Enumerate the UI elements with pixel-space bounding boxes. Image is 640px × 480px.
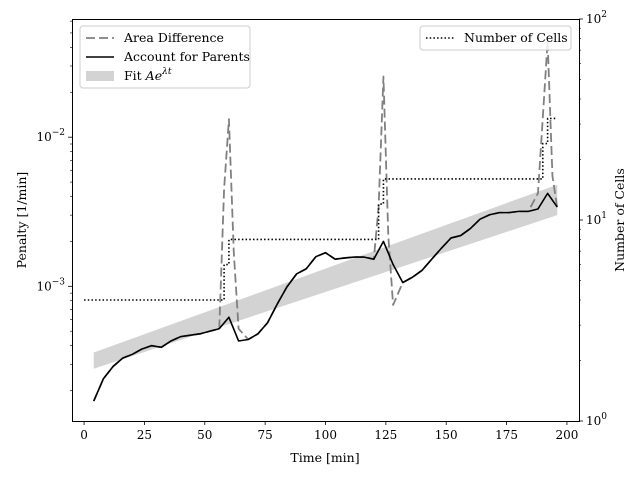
x-tick-label: 175 — [495, 428, 518, 442]
x-tick-label: 50 — [197, 428, 212, 442]
x-tick-label: 75 — [258, 428, 273, 442]
legend-left: Area Difference Account for Parents Fit Ae… — [79, 25, 251, 89]
y-axis-left-label: Penalty [1/min] — [14, 172, 29, 269]
x-axis-label: Time [min] — [290, 450, 359, 465]
series-line-number-of-cells — [84, 117, 558, 301]
x-tick-label: 200 — [555, 428, 578, 442]
axes: 0 25 50 75 100 125 150 175 200 10−3 10−2 100 101 102 — [36, 10, 607, 442]
y-left-tick-label: 10−3 — [36, 277, 65, 293]
y-right-tick-label: 102 — [586, 10, 607, 26]
x-tick-label: 0 — [80, 428, 88, 442]
x-tick-label: 125 — [374, 428, 397, 442]
y-left-tick-label: 10−2 — [36, 128, 65, 144]
fit-band — [93, 184, 558, 369]
legend-label: Number of Cells — [464, 30, 568, 45]
y-axis-right-label: Number of Cells — [612, 168, 627, 272]
y-right-tick-label: 101 — [586, 211, 607, 227]
plot-area — [84, 40, 559, 402]
legend-left-box — [79, 25, 251, 89]
x-tick-label: 25 — [137, 428, 152, 442]
legend-label: Area Difference — [123, 30, 224, 45]
legend-swatch — [86, 71, 114, 81]
legend-label-fit: Fit Aeλt — [124, 67, 172, 83]
axes-frame — [72, 19, 580, 422]
x-tick-label: 100 — [314, 428, 337, 442]
series-line-account-for-parents — [92, 192, 558, 402]
legend-right-box — [419, 25, 572, 51]
y-right-tick-label: 100 — [586, 412, 607, 428]
legend-label: Account for Parents — [123, 49, 250, 64]
x-tick-label: 150 — [435, 428, 458, 442]
legend-right: Number of Cells — [419, 25, 572, 51]
